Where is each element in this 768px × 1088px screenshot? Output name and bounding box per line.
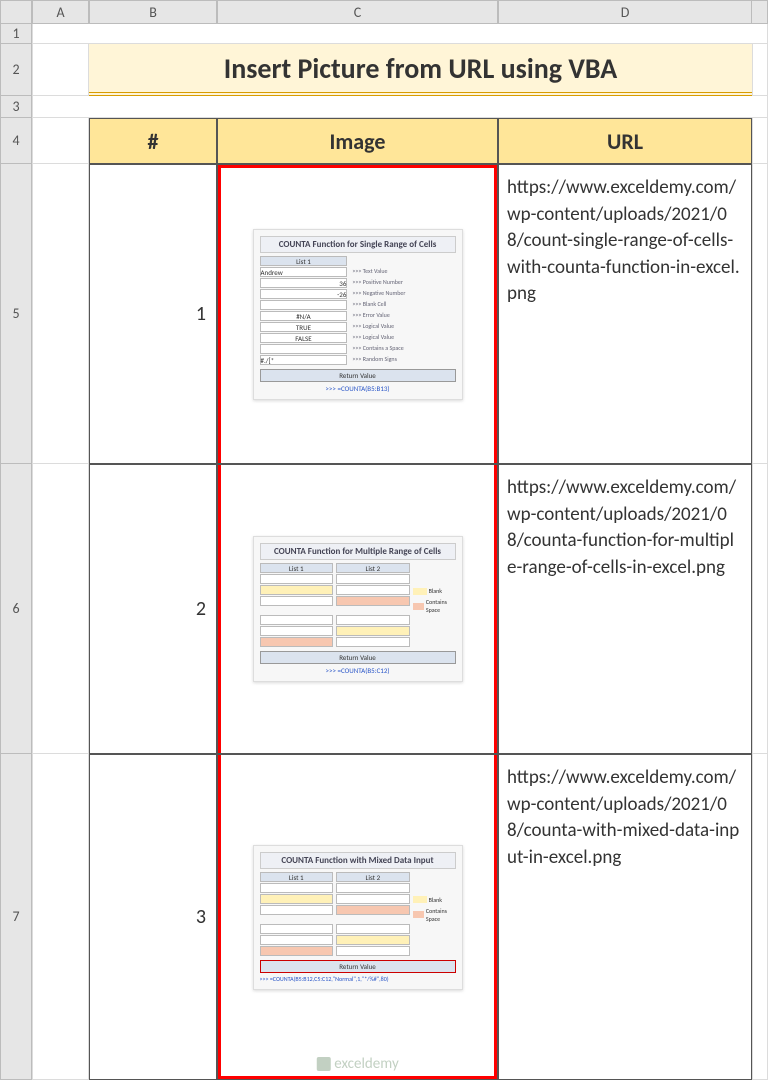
table-header-image[interactable]: Image	[217, 118, 498, 164]
table-header-num[interactable]: #	[89, 118, 217, 164]
spreadsheet: A B C D 1 2 Insert Picture from URL usin…	[0, 0, 768, 1080]
watermark: exceldemy	[316, 1055, 398, 1073]
row-num-3[interactable]: 3	[89, 754, 217, 1080]
cell-A4[interactable]	[32, 118, 89, 164]
cell-edge-2[interactable]	[752, 44, 768, 96]
col-header-B[interactable]: B	[89, 0, 217, 24]
url-cell-1[interactable]: https://www.exceldemy.com/wp-content/upl…	[498, 164, 752, 464]
cell-edge-5[interactable]	[752, 164, 768, 464]
row-header-5[interactable]: 5	[0, 164, 32, 464]
row-header-2[interactable]: 2	[0, 44, 32, 96]
cell-edge-4[interactable]	[752, 118, 768, 164]
thumbnail-1: COUNTA Function for Single Range of Cell…	[253, 229, 463, 400]
thumb-title: COUNTA Function for Single Range of Cell…	[260, 236, 456, 253]
row-num-1[interactable]: 1	[89, 164, 217, 464]
image-cell-3[interactable]: COUNTA Function with Mixed Data Input Li…	[217, 754, 498, 1080]
col-header-C[interactable]: C	[217, 0, 498, 24]
col-header-edge	[752, 0, 768, 24]
row-header-7[interactable]: 7	[0, 754, 32, 1080]
cell-edge-7[interactable]	[752, 754, 768, 1080]
cell-A2[interactable]	[32, 44, 89, 96]
thumb-title: COUNTA Function with Mixed Data Input	[260, 852, 456, 869]
title-cell[interactable]: Insert Picture from URL using VBA	[89, 44, 752, 96]
image-cell-1[interactable]: COUNTA Function for Single Range of Cell…	[217, 164, 498, 464]
col-header-D[interactable]: D	[498, 0, 752, 24]
cell-A7[interactable]	[32, 754, 89, 1080]
url-cell-2[interactable]: https://www.exceldemy.com/wp-content/upl…	[498, 464, 752, 754]
thumbnail-3: COUNTA Function with Mixed Data Input Li…	[253, 845, 463, 990]
watermark-icon	[316, 1057, 330, 1071]
row-header-6[interactable]: 6	[0, 464, 32, 754]
cell-blank[interactable]	[32, 24, 768, 44]
row-header-3[interactable]: 3	[0, 96, 32, 118]
col-header-A[interactable]: A	[32, 0, 89, 24]
cell-blank-3[interactable]	[32, 96, 768, 118]
select-all-corner[interactable]	[0, 0, 32, 24]
page-title: Insert Picture from URL using VBA	[89, 44, 752, 96]
row-header-1[interactable]: 1	[0, 24, 32, 44]
cell-A5[interactable]	[32, 164, 89, 464]
cell-edge-6[interactable]	[752, 464, 768, 754]
table-header-url[interactable]: URL	[498, 118, 752, 164]
image-cell-2[interactable]: COUNTA Function for Multiple Range of Ce…	[217, 464, 498, 754]
cell-A6[interactable]	[32, 464, 89, 754]
thumb-title: COUNTA Function for Multiple Range of Ce…	[260, 543, 456, 560]
row-num-2[interactable]: 2	[89, 464, 217, 754]
row-header-4[interactable]: 4	[0, 118, 32, 164]
url-cell-3[interactable]: https://www.exceldemy.com/wp-content/upl…	[498, 754, 752, 1080]
thumbnail-2: COUNTA Function for Multiple Range of Ce…	[253, 536, 463, 682]
